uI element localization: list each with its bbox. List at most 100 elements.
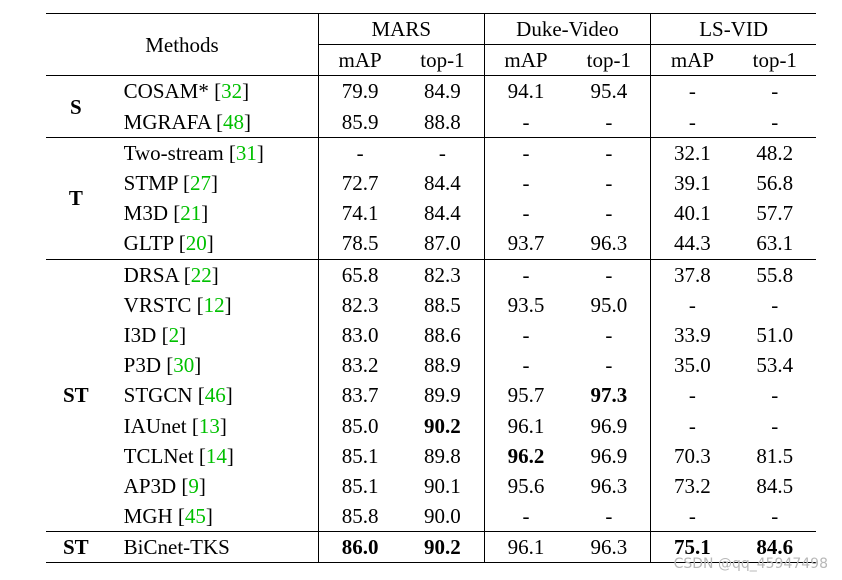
value-cell: 56.8	[756, 171, 794, 196]
value-cell: 72.7	[317, 167, 402, 199]
value-cell: 95.4	[567, 75, 651, 107]
table-row: ST DRSA [22] 65.8 82.3- -37.8 55.8	[46, 258, 816, 532]
citation-link[interactable]: 21	[180, 201, 202, 226]
value-cell: 85.1	[317, 440, 402, 471]
value-cell: 96.1	[483, 410, 568, 441]
citation-link[interactable]: 14	[205, 443, 227, 468]
method-cell: IAUnet [13]	[123, 413, 227, 438]
value-cell: 95.6	[483, 470, 568, 501]
value-cell: -	[317, 136, 402, 168]
citation-link[interactable]: 32	[221, 79, 243, 104]
value-cell: 73.2	[650, 470, 734, 501]
citation-link[interactable]: 31	[235, 140, 257, 165]
value-cell: 84.5	[756, 473, 794, 498]
value-cell: -	[483, 106, 568, 138]
value-cell: 82.3	[401, 258, 485, 290]
table-row: GLTP [20] 78.5 87.0 93.7 96.3 44.3 63.1	[46, 228, 816, 259]
value-cell: 90.2	[424, 413, 461, 438]
value-cell: -	[483, 136, 568, 168]
metric-header-row: mAP top-1 mAP top-1 mAP top-1	[46, 44, 816, 77]
method-cell: TCLNet [14]	[123, 443, 234, 468]
value-cell: 83.2	[317, 350, 402, 381]
value-cell: 84.4	[424, 201, 461, 226]
citation-link[interactable]: 30	[173, 353, 195, 378]
value-cell: 70.3	[650, 440, 734, 471]
metric-header: top-1	[567, 44, 651, 77]
value-cell: 74.1	[317, 198, 402, 229]
metric-header: mAP	[317, 44, 402, 77]
value-cell: -	[401, 136, 485, 168]
value-cell: 90.0	[424, 504, 461, 529]
citation-link[interactable]: 9	[188, 473, 199, 498]
method-name: MGH	[123, 504, 173, 529]
method-cell: VRSTC [12]	[123, 292, 232, 317]
value-cell: -	[650, 75, 734, 107]
table-row: I3D [2] 83.0 88.6- -33.9 51.0	[46, 319, 816, 351]
citation-link[interactable]: 48	[223, 109, 245, 134]
dataset-header-mars: MARS	[317, 12, 485, 46]
value-cell: 90.2	[401, 531, 485, 564]
dataset-header-row: Methods MARS Duke-Video LS-VID	[46, 12, 816, 77]
value-cell: 88.6	[424, 322, 461, 347]
method-cell: M3D [21]	[123, 201, 209, 226]
table-row: P3D [30] 83.2 88.9- -35.0 53.4	[46, 350, 816, 381]
table-row: MGRAFA [48] 85.9 88.8- - - -	[46, 106, 816, 138]
value-cell: 86.0	[317, 531, 402, 564]
methods-header: Methods	[46, 12, 319, 77]
group-label: ST	[46, 531, 106, 564]
value-cell: -	[605, 322, 613, 347]
citation-link[interactable]: 45	[184, 504, 206, 529]
table-row: T Two-stream [31] - - - -32.1 48.2	[46, 136, 816, 259]
value-cell: -	[605, 109, 613, 134]
citation-link[interactable]: 22	[190, 262, 212, 287]
value-cell: 55.8	[733, 258, 816, 290]
value-cell: 53.4	[756, 353, 794, 378]
value-cell: 40.1	[650, 198, 734, 229]
value-cell: -	[483, 319, 568, 351]
citation-link[interactable]: 27	[190, 171, 211, 196]
citation-link[interactable]: 13	[198, 413, 220, 438]
citation-link[interactable]: 20	[185, 231, 207, 256]
method-cell: COSAM* [32]	[105, 75, 319, 107]
method-name: I3D	[123, 322, 157, 347]
method-name: STMP	[123, 171, 178, 196]
value-cell: 44.3	[650, 228, 734, 259]
value-cell: -	[605, 201, 613, 226]
value-cell: 87.0	[424, 231, 461, 256]
dataset-header-duke-video: Duke-Video	[483, 12, 651, 46]
value-cell: 35.0	[650, 350, 734, 381]
citation-link[interactable]: 12	[203, 292, 225, 317]
value-cell: 95.7	[483, 380, 568, 411]
value-cell: 96.9	[590, 443, 628, 468]
value-cell: 93.5	[483, 289, 568, 320]
method-name: GLTP	[123, 231, 174, 256]
table-body: S COSAM* [32] 79.9 84.9 94.1 95.4- - MGRAFA [48…	[46, 75, 816, 564]
citation-link[interactable]: 2	[168, 322, 180, 347]
method-cell: DRSA [22]	[105, 258, 319, 290]
value-cell: 96.2	[483, 440, 568, 471]
value-cell: -	[483, 350, 568, 381]
value-cell: -	[771, 413, 779, 438]
value-cell: 88.9	[424, 353, 461, 378]
value-cell: 65.8	[317, 258, 402, 290]
value-cell: -	[483, 258, 568, 290]
group-label: ST	[46, 258, 106, 532]
value-cell: 90.1	[424, 473, 461, 498]
value-cell: 84.9	[401, 75, 485, 107]
method-cell: I3D [2]	[123, 322, 187, 347]
citation-link[interactable]: 46	[204, 383, 226, 408]
value-cell: 84.6	[733, 531, 816, 564]
value-cell: 39.1	[650, 167, 734, 199]
value-cell: -	[733, 75, 816, 107]
metric-header: mAP	[650, 44, 734, 77]
value-cell: 63.1	[756, 231, 794, 256]
value-cell: -	[567, 258, 651, 290]
method-name: AP3D	[123, 473, 177, 498]
table-row: IAUnet [13] 85.0 90.2 96.1 96.9- -	[46, 410, 816, 441]
metric-header: top-1	[733, 44, 816, 77]
value-cell: 93.7	[483, 228, 568, 259]
table-row: AP3D [9] 85.1 90.1 95.6 96.3 73.2 84.5	[46, 470, 816, 501]
value-cell: -	[483, 501, 568, 532]
value-cell: 84.4	[424, 171, 461, 196]
group-label: T	[46, 136, 106, 259]
